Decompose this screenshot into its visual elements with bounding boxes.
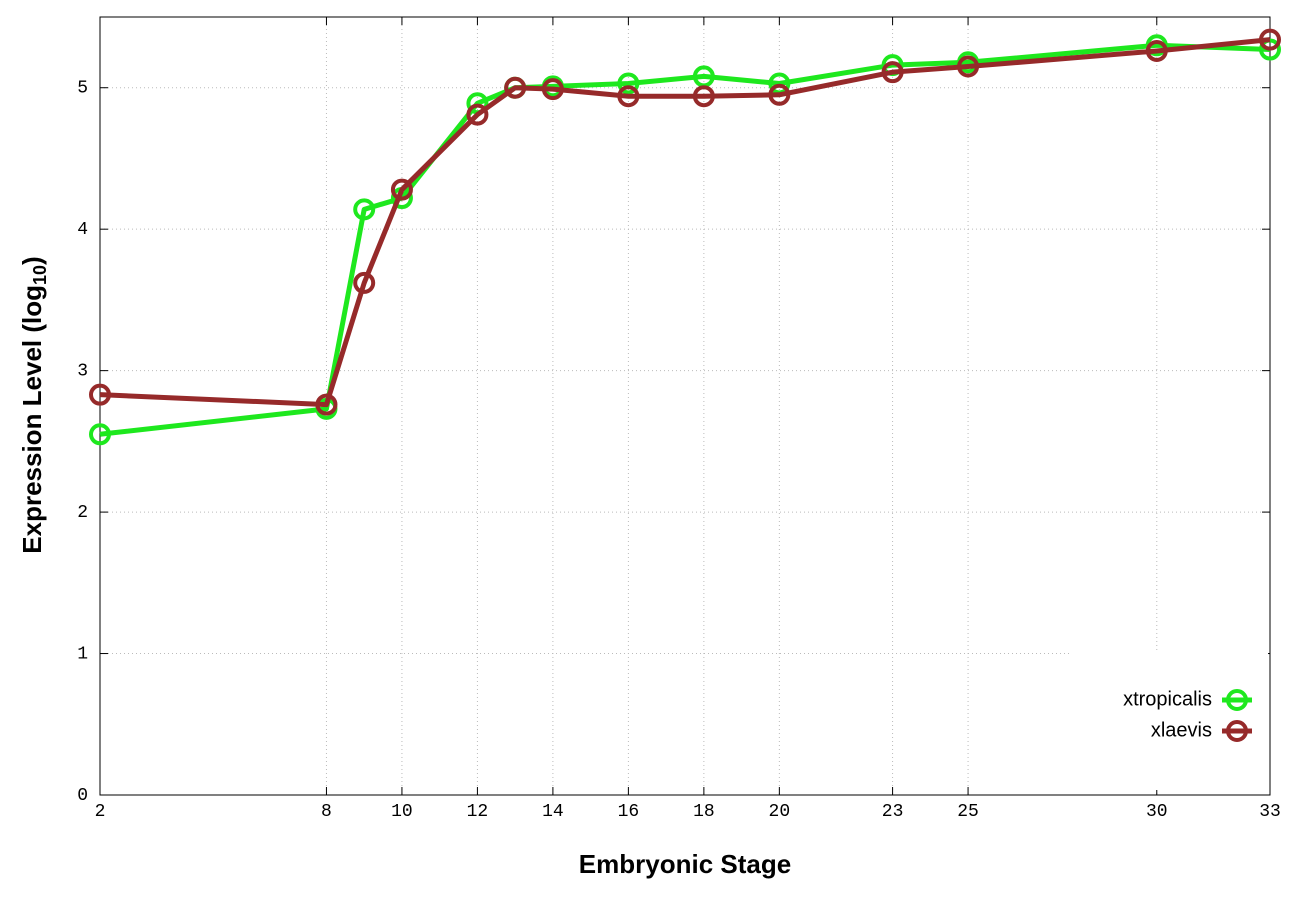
- data-point: [89, 423, 111, 446]
- data-point: [315, 393, 338, 416]
- x-tick-label: 30: [1146, 802, 1168, 822]
- data-point: [390, 178, 413, 201]
- data-point: [89, 383, 111, 406]
- data-point: [957, 55, 980, 78]
- x-tick-label: 16: [618, 802, 640, 822]
- data-point: [617, 85, 640, 108]
- y-tick-label: 1: [77, 644, 88, 664]
- data-point: [1259, 28, 1281, 51]
- data-point: [881, 61, 904, 84]
- x-tick-label: 20: [769, 802, 791, 822]
- legend-marker: [1226, 689, 1248, 711]
- x-axis-label: Embryonic Stage: [579, 849, 791, 879]
- data-point: [353, 271, 376, 294]
- legend-label: xlaevis: [1151, 719, 1212, 741]
- data-point: [617, 72, 640, 95]
- y-tick-label: 3: [77, 361, 88, 381]
- x-tick-label: 8: [321, 802, 332, 822]
- data-point: [353, 198, 376, 221]
- x-tick-label: 12: [467, 802, 489, 822]
- x-tick-label: 23: [882, 802, 904, 822]
- x-tick-label: 25: [957, 802, 979, 822]
- series-line: [99, 42, 1271, 437]
- y-tick-label: 4: [77, 220, 88, 240]
- data-point: [1145, 39, 1168, 62]
- data-point: [466, 103, 489, 126]
- data-point: [541, 78, 564, 101]
- plot-border: [99, 16, 1271, 796]
- y-tick-label: 5: [77, 78, 88, 98]
- legend-marker: [1226, 720, 1248, 742]
- legend-box: [1070, 650, 1268, 790]
- y-tick-label: 0: [77, 786, 88, 806]
- y-tick-label: 2: [77, 503, 88, 523]
- legend-label: xtropicalis: [1123, 688, 1212, 710]
- x-tick-label: 14: [542, 802, 564, 822]
- x-tick-label: 2: [95, 802, 106, 822]
- x-tick-label: 33: [1259, 802, 1281, 822]
- data-point: [768, 83, 791, 106]
- y-axis-label: Expression Level (log10): [17, 256, 50, 553]
- series-line: [99, 37, 1271, 408]
- data-point: [504, 76, 527, 99]
- x-tick-label: 10: [391, 802, 413, 822]
- x-tick-label: 18: [693, 802, 715, 822]
- data-point: [692, 85, 715, 108]
